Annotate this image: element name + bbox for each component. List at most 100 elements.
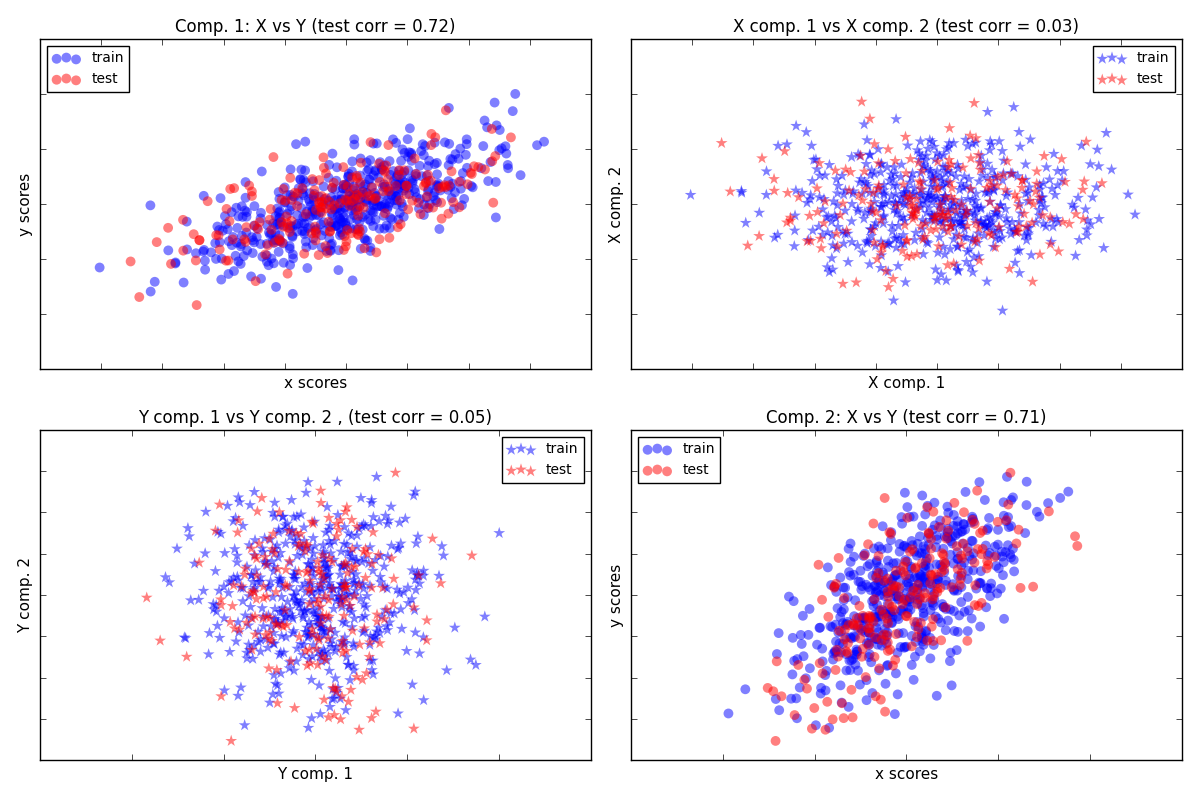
train (312, 574, 331, 586)
train (288, 642, 307, 655)
train (335, 560, 354, 573)
test (338, 180, 358, 193)
train (964, 564, 983, 577)
train (248, 635, 268, 648)
train (245, 639, 264, 652)
train (215, 684, 234, 697)
test (276, 194, 295, 207)
train (360, 174, 379, 186)
train (1008, 170, 1027, 182)
train (1044, 147, 1063, 160)
train (178, 243, 197, 256)
train (858, 134, 877, 146)
train (840, 566, 859, 578)
train (841, 570, 860, 582)
train (490, 526, 509, 539)
train (923, 209, 942, 222)
train (768, 229, 787, 242)
train (390, 587, 409, 600)
test (295, 247, 314, 260)
train (836, 664, 856, 677)
train (294, 521, 313, 534)
test (304, 517, 323, 530)
train (268, 539, 287, 552)
train (955, 209, 974, 222)
test (926, 222, 946, 235)
train (343, 198, 362, 211)
test (863, 224, 882, 237)
train (145, 275, 164, 288)
train (374, 560, 394, 573)
train (270, 572, 289, 585)
train (992, 550, 1012, 563)
train (916, 562, 935, 575)
train (842, 236, 862, 249)
train (340, 167, 359, 180)
train (936, 602, 955, 615)
train (902, 658, 922, 671)
test (406, 152, 425, 165)
train (395, 586, 414, 598)
Legend: train, test: train, test (502, 437, 584, 483)
train (895, 554, 914, 566)
train (890, 538, 910, 550)
train (293, 549, 312, 562)
train (942, 167, 961, 180)
train (934, 601, 953, 614)
train (884, 582, 904, 594)
test (318, 632, 337, 645)
train (211, 273, 230, 286)
train (913, 489, 932, 502)
train (952, 218, 971, 231)
test (444, 196, 463, 209)
train (343, 274, 362, 287)
train (828, 199, 847, 212)
train (956, 486, 976, 498)
train (346, 222, 365, 235)
train (286, 594, 305, 606)
train (323, 209, 342, 222)
train (394, 210, 413, 223)
train (916, 197, 935, 210)
test (1007, 537, 1026, 550)
train (288, 550, 307, 562)
train (854, 611, 874, 624)
train (865, 632, 884, 645)
train (305, 606, 324, 619)
train (874, 187, 893, 200)
train (317, 526, 336, 539)
train (942, 215, 961, 228)
train (890, 196, 910, 209)
train (944, 605, 964, 618)
train (914, 159, 934, 172)
train (222, 575, 241, 588)
train (317, 245, 336, 258)
train (376, 604, 395, 617)
test (316, 590, 335, 602)
train (281, 219, 300, 232)
test (335, 582, 354, 594)
train (905, 234, 924, 246)
train (835, 618, 854, 631)
train (964, 547, 983, 560)
train (914, 610, 934, 623)
test (319, 711, 338, 724)
train (859, 581, 878, 594)
train (270, 193, 289, 206)
train (934, 542, 953, 555)
train (890, 546, 910, 558)
train (265, 602, 284, 615)
train (251, 238, 270, 250)
train (317, 654, 336, 666)
train (877, 659, 896, 672)
test (906, 561, 925, 574)
train (264, 637, 283, 650)
test (361, 190, 380, 202)
train (881, 608, 900, 621)
train (797, 672, 816, 685)
train (204, 603, 223, 616)
train (980, 195, 1000, 208)
train (750, 206, 769, 219)
train (966, 200, 985, 213)
test (313, 610, 332, 622)
